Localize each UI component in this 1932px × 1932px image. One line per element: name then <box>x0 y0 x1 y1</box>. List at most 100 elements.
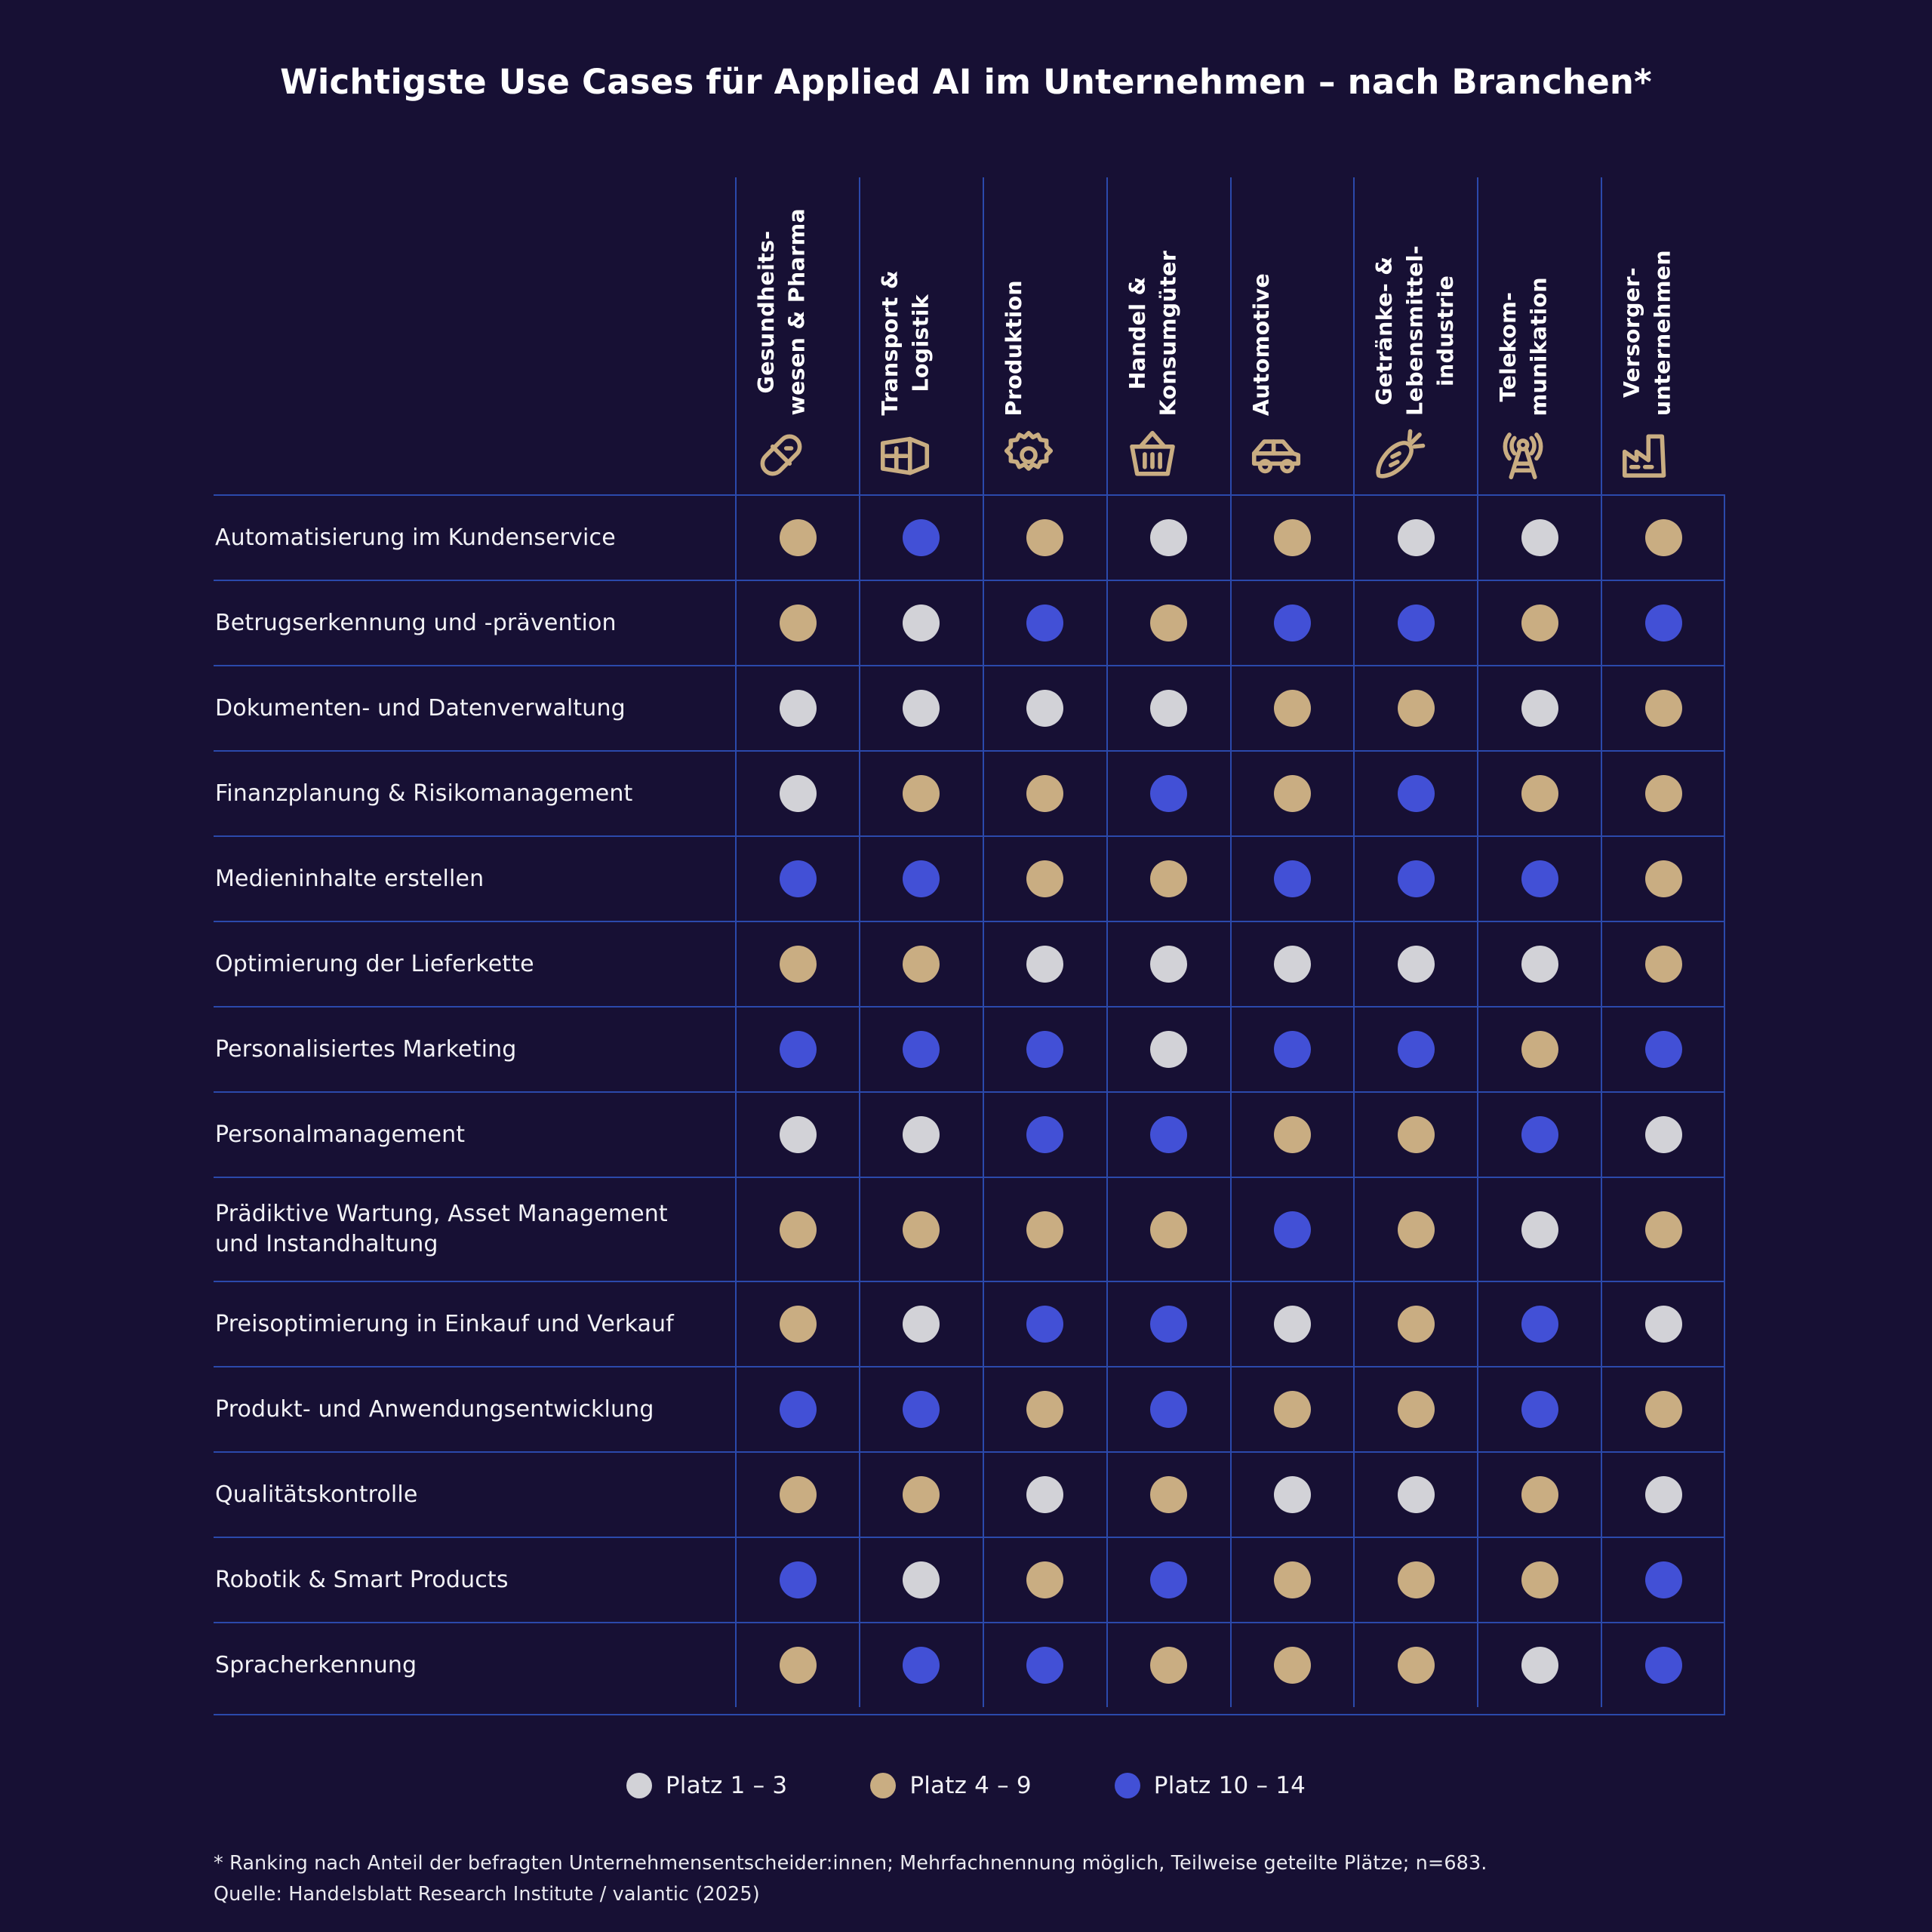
matrix-cell-r10-c4 <box>1106 1281 1231 1367</box>
column-header-inner: Automotive <box>1232 177 1354 494</box>
matrix-cell-r6-c5 <box>1229 921 1355 1007</box>
rank-dot-blue <box>1026 1031 1064 1068</box>
column-header-label: Automotive <box>1248 272 1274 416</box>
matrix-cell-r11-c5 <box>1229 1366 1355 1452</box>
matrix-cell-r2-c2 <box>859 580 983 666</box>
column-header-inner: Transport & Logistik <box>860 177 983 494</box>
matrix-cell-r12-c8 <box>1601 1451 1725 1537</box>
matrix-cell-r8-c8 <box>1601 1091 1725 1177</box>
rank-dot-grey <box>1521 1647 1558 1684</box>
matrix-cell-r11-c6 <box>1353 1366 1478 1452</box>
matrix-cell-r5-c2 <box>859 835 983 921</box>
rank-dot-grey <box>779 690 817 727</box>
rank-dot-gold <box>779 1476 817 1513</box>
matrix-cell-r12-c2 <box>859 1451 983 1537</box>
rank-dot-gold <box>1521 1476 1558 1513</box>
rank-dot-gold <box>903 775 940 812</box>
matrix-cell-r8-c1 <box>735 1091 860 1177</box>
rank-dot-blue <box>903 1647 940 1684</box>
matrix-cell-r12-c5 <box>1229 1451 1355 1537</box>
rank-dot-gold <box>1521 775 1558 812</box>
rank-dot-gold <box>903 1476 940 1513</box>
matrix-cell-r9-c3 <box>982 1177 1107 1281</box>
column-header-inner: Handel & Konsumgüter <box>1108 177 1230 494</box>
rank-dot-gold <box>779 1306 817 1343</box>
column-header-label: Versorger- unternehmen <box>1620 249 1675 416</box>
column-header-label: Getränke- & Lebensmittel- industrie <box>1372 245 1459 416</box>
matrix-cell-r14-c8 <box>1601 1622 1725 1707</box>
rank-dot-blue <box>903 1391 940 1428</box>
rank-dot-gold <box>1521 605 1558 641</box>
matrix-cell-r3-c6 <box>1353 665 1478 751</box>
legend-label: Platz 1 – 3 <box>665 1772 788 1799</box>
rank-dot-grey <box>779 775 817 812</box>
carrot-icon <box>1370 428 1429 482</box>
rank-dot-gold <box>1150 1211 1188 1248</box>
matrix-cell-r3-c3 <box>982 665 1107 751</box>
matrix-cell-r5-c6 <box>1353 835 1478 921</box>
matrix-cell-r8-c3 <box>982 1091 1107 1177</box>
column-header-5: Automotive <box>1229 177 1355 495</box>
shopping-basket-icon <box>1123 428 1182 482</box>
rank-dot-blue <box>1274 1031 1311 1068</box>
matrix-cell-r9-c8 <box>1601 1177 1725 1281</box>
matrix-cell-r7-c2 <box>859 1006 983 1092</box>
matrix-cell-r7-c1 <box>735 1006 860 1092</box>
row-label: Prädiktive Wartung, Asset Management und… <box>214 1177 737 1281</box>
rank-dot-blue <box>1026 1116 1064 1153</box>
matrix-cell-r12-c7 <box>1477 1451 1602 1537</box>
column-header-row: Gesundheits- wesen & Pharma Transport & L… <box>214 177 1725 495</box>
rank-dot-gold <box>903 1211 940 1248</box>
matrix-cell-r5-c3 <box>982 835 1107 921</box>
matrix-cell-r14-c5 <box>1229 1622 1355 1707</box>
matrix-cell-r7-c8 <box>1601 1006 1725 1092</box>
row-label: Spracherkennung <box>214 1622 737 1707</box>
rank-dot-blue <box>1645 605 1683 641</box>
matrix-cell-r14-c3 <box>982 1622 1107 1707</box>
matrix-cell-r11-c2 <box>859 1366 983 1452</box>
row-label: Personalisiertes Marketing <box>214 1006 737 1092</box>
column-header-label: Telekom- munikation <box>1496 276 1552 417</box>
rank-dot-blue <box>1274 1211 1311 1248</box>
rank-dot-grey <box>779 1116 817 1153</box>
row-label: Qualitätskontrolle <box>214 1451 737 1537</box>
matrix-cell-r5-c1 <box>735 835 860 921</box>
rank-dot-grey <box>903 690 940 727</box>
table-row: Betrugserkennung und -prävention <box>214 580 1725 666</box>
legend-item-1: Platz 1 – 3 <box>626 1772 787 1799</box>
matrix-cell-r4-c1 <box>735 750 860 836</box>
matrix-cell-r14-c4 <box>1106 1622 1231 1707</box>
rank-dot-gold <box>1645 775 1683 812</box>
matrix-cell-r2-c3 <box>982 580 1107 666</box>
rank-dot-gold <box>1521 1031 1558 1068</box>
matrix-cell-r3-c8 <box>1601 665 1725 751</box>
rank-dot-gold <box>1274 1116 1311 1153</box>
matrix-cell-r9-c2 <box>859 1177 983 1281</box>
table-row: Automatisierung im Kundenservice <box>214 494 1725 580</box>
row-label: Medieninhalte erstellen <box>214 835 737 921</box>
legend-dot-blue <box>1114 1773 1140 1798</box>
rank-dot-gold <box>1026 1561 1064 1598</box>
row-label: Preisoptimierung in Einkauf und Verkauf <box>214 1281 737 1367</box>
table-row: Medieninhalte erstellen <box>214 835 1725 921</box>
matrix-cell-r7-c5 <box>1229 1006 1355 1092</box>
rank-dot-gold <box>1645 1391 1683 1428</box>
row-label: Dokumenten- und Datenverwaltung <box>214 665 737 751</box>
legend-item-2: Platz 4 – 9 <box>870 1772 1032 1799</box>
matrix-cell-r3-c4 <box>1106 665 1231 751</box>
matrix-cell-r10-c1 <box>735 1281 860 1367</box>
rank-dot-blue <box>1397 1031 1435 1068</box>
shipping-container-icon <box>875 428 934 482</box>
column-header-label: Handel & Konsumgüter <box>1124 250 1181 416</box>
rank-dot-grey <box>1150 946 1188 983</box>
matrix-cell-r5-c4 <box>1106 835 1231 921</box>
matrix-cell-r11-c8 <box>1601 1366 1725 1452</box>
rank-dot-gold <box>779 605 817 641</box>
matrix-cell-r6-c1 <box>735 921 860 1007</box>
gear-icon <box>999 428 1058 482</box>
matrix-cell-r8-c4 <box>1106 1091 1231 1177</box>
rank-dot-grey <box>1150 519 1188 556</box>
matrix-cell-r1-c1 <box>735 494 860 580</box>
rank-dot-blue <box>1026 1647 1064 1684</box>
table-row: Optimierung der Lieferkette <box>214 921 1725 1007</box>
